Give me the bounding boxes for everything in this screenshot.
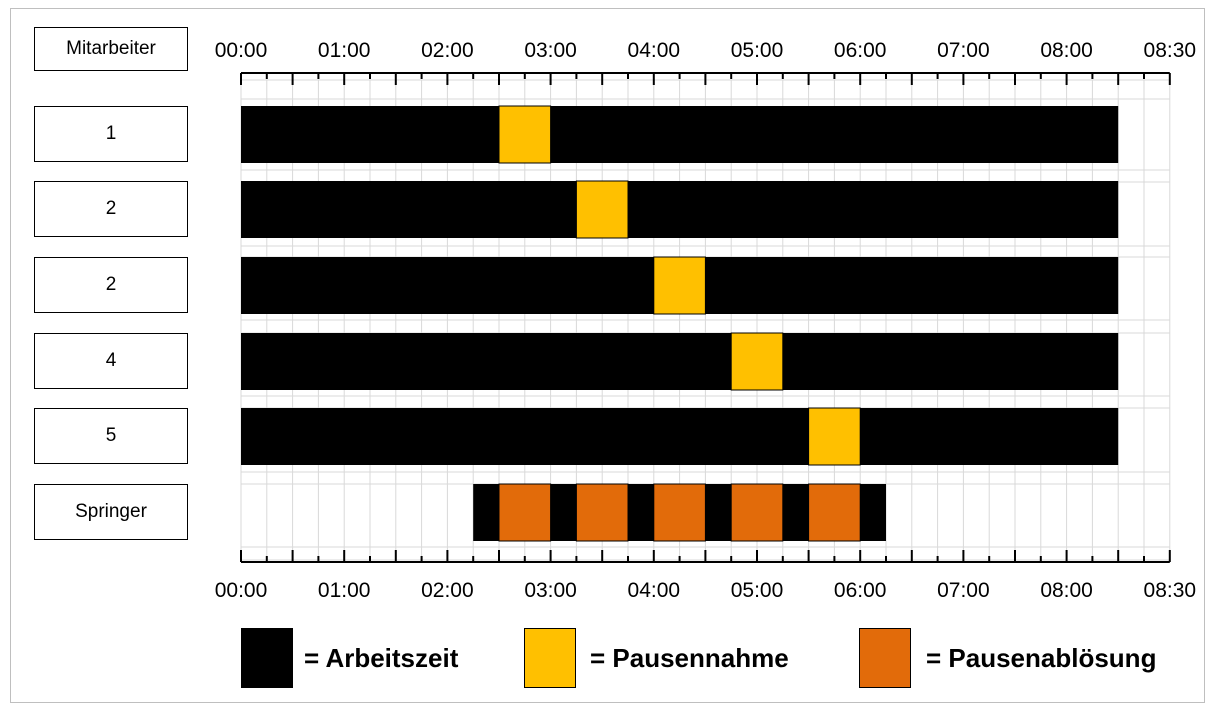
legend-swatch-pause [524,628,576,688]
axis-tick-label: 02:00 [421,579,474,602]
axis-tick-label: 08:30 [1144,39,1197,62]
bar-segment-work [860,408,1119,465]
bar-segment-pause [730,332,784,391]
bar-segment-relief [653,483,706,542]
bar-segment-work [241,181,577,238]
axis-tick-label: 00:00 [215,579,268,602]
axis-tick-label: 03:00 [524,579,577,602]
axis-tick-label: 07:00 [937,39,990,62]
legend-swatch-work [241,628,293,688]
axis-tick-label: 01:00 [318,579,371,602]
row-label-1: 1 [34,106,188,162]
axis-tick-label: 00:00 [215,39,268,62]
bar-segment-relief [575,483,629,542]
legend-label-relief: = Pausenablösung [926,643,1157,673]
bar-segment-work [241,333,732,390]
bar-segment-work [782,333,1119,390]
axis-tick-label: 07:00 [937,579,990,602]
legend-label-work: = Arbeitszeit [304,643,459,673]
bar-segment-work [241,408,809,465]
axis-tick-label: 03:00 [524,39,577,62]
axis-tick-label: 04:00 [628,39,681,62]
bar-segment-work [705,484,732,541]
bar-segment-work [628,484,654,541]
axis-tick-label: 06:00 [834,579,887,602]
bar-segment-relief [730,483,784,542]
axis-tick-label: 05:00 [731,579,784,602]
bar-segment-work [241,257,654,314]
bar-segment-work [550,106,1119,163]
row-label-4: 4 [34,333,188,389]
bar-segment-pause [653,256,706,315]
legend-swatch-relief [859,628,911,688]
axis-tick-label: 08:00 [1040,39,1093,62]
axis-tick-label: 02:00 [421,39,474,62]
bar-segment-work [550,484,577,541]
bar-segment-work [860,484,886,541]
row-label-5: 5 [34,408,188,464]
legend-label-pause: = Pausennahme [590,643,789,673]
axis-tick-label: 05:00 [731,39,784,62]
bar-segment-pause [808,407,861,466]
bar-segment-work [241,106,499,163]
bar-segment-work [473,484,499,541]
row-label-2: 2 [34,181,188,237]
axis-tick-label: 08:30 [1144,579,1197,602]
bar-segment-relief [498,483,552,542]
bar-segment-pause [575,180,629,239]
bar-segment-work [705,257,1119,314]
axis-tick-label: 01:00 [318,39,371,62]
row-label-3: 2 [34,257,188,313]
axis-tick-label: 08:00 [1040,579,1093,602]
bar-segment-work [628,181,1119,238]
bar-segment-relief [808,483,861,542]
axis-tick-label: 06:00 [834,39,887,62]
axis-tick-label: 04:00 [628,579,681,602]
bar-segment-work [782,484,809,541]
row-label-springer: Springer [34,484,188,540]
bar-segment-pause [498,105,552,164]
header-label: Mitarbeiter [34,27,188,71]
